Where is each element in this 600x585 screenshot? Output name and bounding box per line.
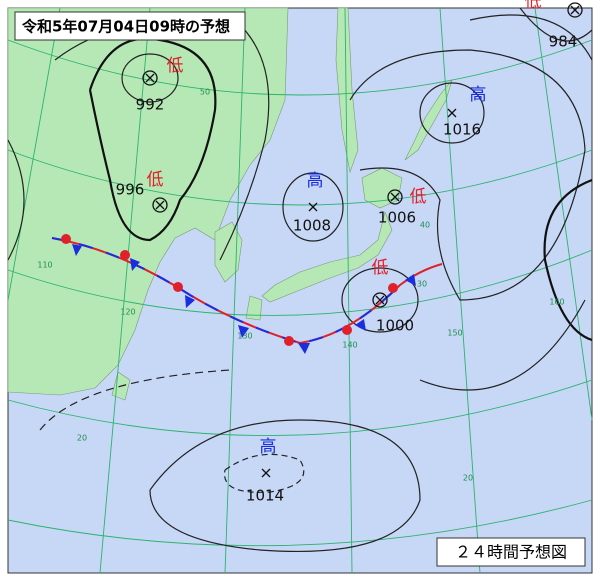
center-mark (308, 202, 318, 212)
center-mark (261, 468, 271, 478)
footer-label: ２４時間予想図 (455, 543, 567, 562)
pressure-label: 1016 (443, 121, 481, 139)
land (7, 7, 453, 401)
pressure-label: 996 (116, 181, 145, 199)
grid-labels: 50 40 30 20 20 110 120 130 140 150 160 (37, 88, 564, 483)
low-center (152, 197, 168, 213)
title: 令和5年07月04日09時の予想 (22, 18, 230, 36)
pressure-label: 992 (136, 96, 165, 114)
pressure-label: 1006 (378, 209, 416, 227)
grid-label: 40 (420, 221, 430, 230)
center-mark (145, 73, 155, 83)
grid-label: 150 (447, 329, 462, 338)
grid-label: 120 (120, 308, 135, 317)
grid-label: 140 (342, 341, 357, 350)
front (51, 234, 443, 354)
grid-label: 30 (417, 280, 427, 289)
center-mark (375, 295, 385, 305)
system-symbol: 高 (260, 437, 277, 457)
system-symbol: 低 (410, 187, 427, 207)
grid-label: 110 (37, 261, 52, 270)
center-mark (570, 5, 580, 15)
graticule (7, 7, 593, 574)
system-symbol: 低 (147, 170, 164, 190)
title-box (14, 11, 246, 41)
pressure-label: 1014 (246, 487, 284, 505)
system-symbol: 低 (372, 258, 389, 278)
pressure-label: 984 (549, 33, 578, 51)
center-mark (447, 108, 457, 118)
grid-label: 160 (549, 298, 564, 307)
system-symbol: 低 (167, 56, 184, 76)
low-center (372, 292, 388, 308)
low-center (387, 189, 403, 205)
system-symbol: 低 (525, 0, 542, 12)
grid-label: 50 (200, 88, 210, 97)
low-center (567, 2, 583, 18)
pressure-label: 1000 (376, 317, 414, 335)
grid-label: 20 (77, 434, 87, 443)
low-center (142, 70, 158, 86)
center-mark (390, 192, 400, 202)
system-symbol: 高 (470, 85, 487, 105)
grid-label: 130 (237, 332, 252, 341)
pressure-label: 1008 (293, 217, 331, 235)
system-symbol: 高 (307, 171, 324, 191)
center-mark (155, 200, 165, 210)
footer-box (436, 537, 586, 567)
grid-label: 20 (463, 474, 473, 483)
